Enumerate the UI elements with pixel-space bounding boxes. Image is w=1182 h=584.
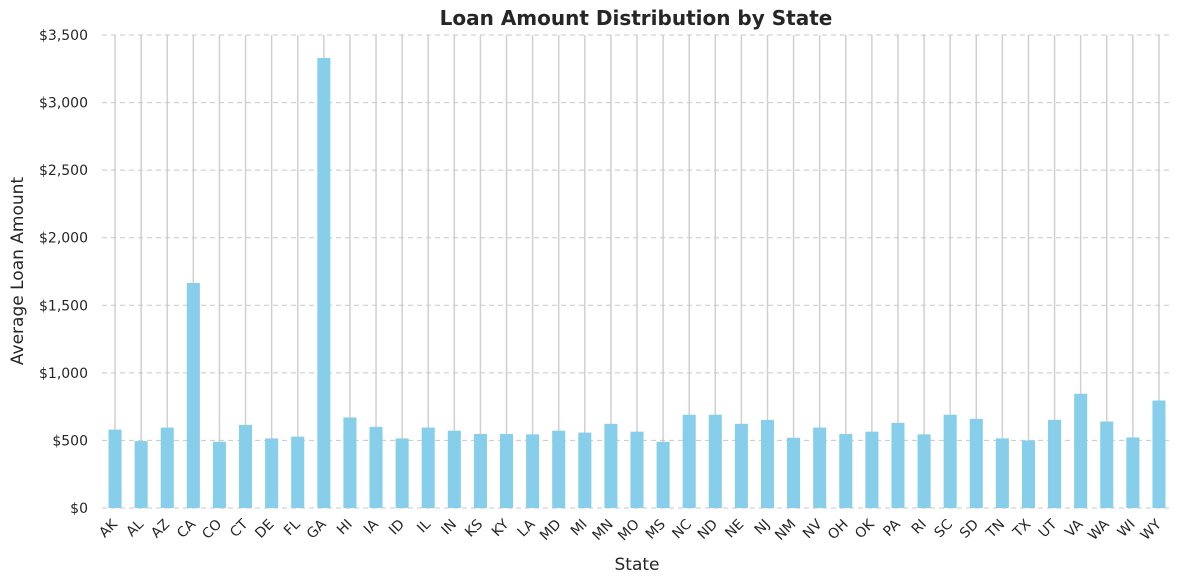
bar-al bbox=[134, 441, 148, 508]
bar-nv bbox=[813, 427, 827, 508]
x-tick-label: ND bbox=[695, 517, 721, 543]
x-tick-label: WI bbox=[1115, 517, 1139, 541]
x-tick-label: CO bbox=[199, 517, 225, 543]
y-tick-label: $1,000 bbox=[39, 366, 88, 382]
bar-sd bbox=[969, 418, 983, 508]
y-tick-label: $0 bbox=[70, 501, 88, 517]
bar-wy bbox=[1152, 400, 1166, 508]
y-axis-label: Average Loan Amount bbox=[8, 177, 28, 366]
bar-nc bbox=[682, 414, 696, 508]
bar-ak bbox=[108, 429, 122, 508]
x-tick-label: DE bbox=[252, 517, 277, 542]
y-tick-label: $500 bbox=[52, 433, 88, 449]
x-tick-label: AL bbox=[123, 516, 147, 540]
bar-mi bbox=[578, 432, 592, 508]
chart-title: Loan Amount Distribution by State bbox=[440, 6, 833, 30]
x-tick-label: IL bbox=[414, 516, 434, 536]
x-tick-label: TN bbox=[983, 517, 1008, 542]
x-tick-label: KS bbox=[462, 516, 486, 540]
bar-wa bbox=[1100, 421, 1114, 508]
x-tick-label: IA bbox=[361, 516, 382, 537]
x-tick-label: MS bbox=[643, 516, 669, 542]
bar-id bbox=[395, 438, 409, 508]
bar-ia bbox=[369, 426, 383, 508]
x-tick-label: MN bbox=[589, 517, 616, 544]
x-tick-label: NM bbox=[772, 517, 799, 544]
bar-ca bbox=[186, 282, 200, 508]
bar-pa bbox=[891, 422, 905, 508]
x-tick-label: HI bbox=[334, 517, 356, 539]
x-tick-label: WY bbox=[1138, 516, 1165, 543]
bar-ms bbox=[656, 441, 670, 508]
x-tick-label: TX bbox=[1009, 516, 1034, 541]
bar-ri bbox=[917, 434, 931, 508]
x-tick-label: NJ bbox=[752, 517, 774, 539]
y-axis-ticks: $0 $500 $1,000 $1,500 $2,000 $2,500 $3,000 $3,5… bbox=[39, 28, 88, 517]
x-tick-label: NC bbox=[669, 516, 695, 542]
x-tick-label: VA bbox=[1062, 516, 1087, 541]
bar-sc bbox=[943, 414, 957, 508]
bar-wi bbox=[1126, 437, 1140, 508]
x-tick-label: SD bbox=[957, 517, 982, 542]
x-tick-label: CT bbox=[227, 516, 252, 541]
x-tick-label: SC bbox=[931, 516, 956, 541]
bar-mn bbox=[604, 423, 618, 508]
x-tick-label: RI bbox=[909, 517, 930, 538]
bar-nj bbox=[760, 419, 775, 508]
y-tick-label: $3,000 bbox=[39, 96, 88, 112]
x-tick-label: UT bbox=[1036, 516, 1061, 541]
bar-nm bbox=[787, 437, 801, 508]
bar-oh bbox=[839, 433, 853, 508]
x-tick-label: LA bbox=[515, 516, 539, 540]
bar-fl bbox=[291, 436, 305, 508]
bar-de bbox=[265, 438, 279, 508]
x-tick-label: NV bbox=[800, 516, 826, 542]
y-tick-label: $2,500 bbox=[39, 163, 88, 179]
bar-la bbox=[526, 434, 540, 508]
x-tick-label: KY bbox=[489, 516, 513, 540]
bar-hi bbox=[343, 417, 357, 508]
bar-ga bbox=[317, 57, 331, 509]
bar-az bbox=[160, 427, 174, 508]
bar-ct bbox=[239, 424, 253, 508]
bar-il bbox=[421, 427, 435, 508]
x-tick-label: CA bbox=[174, 516, 199, 541]
bar-co bbox=[212, 441, 226, 508]
bar-ok bbox=[865, 431, 879, 508]
y-tick-label: $2,000 bbox=[39, 231, 88, 247]
x-tick-label: ID bbox=[386, 517, 408, 539]
bar-tn bbox=[995, 438, 1009, 508]
x-tick-label: MO bbox=[615, 517, 643, 545]
bar-ne bbox=[734, 423, 748, 508]
bar-tx bbox=[1021, 440, 1035, 508]
x-tick-label: OK bbox=[852, 516, 878, 542]
bars bbox=[108, 57, 1166, 509]
y-tick-label: $1,500 bbox=[39, 298, 88, 314]
bar-ks bbox=[473, 433, 487, 508]
bar-nd bbox=[708, 414, 722, 508]
bar-va bbox=[1074, 393, 1088, 508]
x-tick-label: PA bbox=[880, 516, 904, 540]
x-tick-label: AK bbox=[96, 516, 121, 541]
bar-in bbox=[447, 430, 461, 508]
x-tick-label: AZ bbox=[148, 517, 173, 542]
x-tick-label: OH bbox=[825, 517, 852, 544]
y-tick-label: $3,500 bbox=[39, 28, 88, 44]
x-tick-label: MD bbox=[537, 517, 564, 544]
bar-ky bbox=[499, 433, 514, 508]
x-tick-label: MI bbox=[568, 517, 591, 540]
bar-mo bbox=[630, 431, 644, 508]
bar-md bbox=[552, 430, 566, 508]
x-tick-label: FL bbox=[281, 516, 304, 539]
x-tick-label: GA bbox=[304, 516, 330, 542]
x-tick-label: IN bbox=[439, 517, 461, 539]
x-axis-label: State bbox=[615, 555, 660, 575]
bar-ut bbox=[1048, 419, 1062, 508]
x-tick-label: WA bbox=[1085, 516, 1113, 544]
x-tick-label: NE bbox=[722, 517, 747, 542]
